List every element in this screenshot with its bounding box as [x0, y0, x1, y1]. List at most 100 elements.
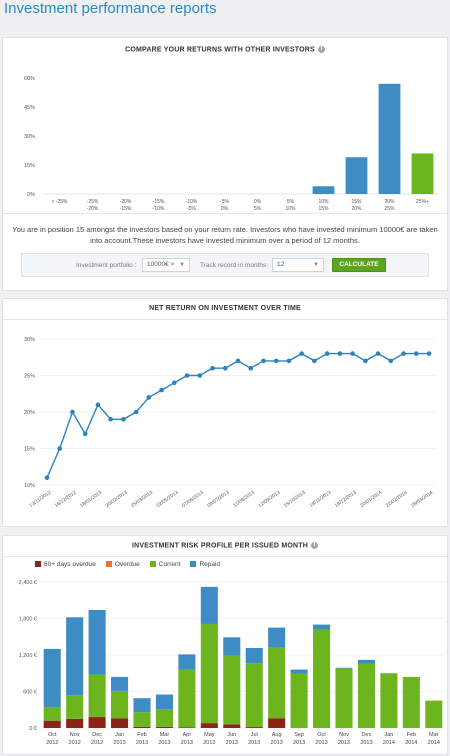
x-tick-label: 2014 — [383, 740, 395, 746]
data-point — [363, 358, 368, 364]
risk-profile-legend: 60+ days overdue Overdue Current Repaid — [35, 561, 230, 568]
x-tick-label: 11/08/2013 — [232, 490, 256, 509]
risk-profile-title: INVESTMENT RISK PROFILE PER ISSUED MONTH… — [3, 542, 447, 549]
net-return-title-text: NET RETURN ON INVESTMENT OVER TIME — [149, 305, 301, 312]
stacked-bar-segment — [88, 717, 106, 728]
x-tick-label: 2013 — [271, 740, 283, 746]
x-tick-label: 16/12/2012 — [54, 490, 78, 509]
stacked-bar-segment — [245, 663, 263, 728]
x-tick-label: 10% — [318, 199, 329, 205]
portfolio-select[interactable]: 10000€ > ▼ — [142, 258, 190, 272]
data-point — [133, 409, 139, 415]
data-point — [324, 351, 330, 356]
stacked-bar-segment — [66, 617, 84, 696]
x-tick-label: 10% — [285, 206, 296, 212]
x-tick-label: Feb — [407, 732, 416, 738]
legend-item[interactable]: Overdue — [105, 561, 140, 568]
data-point — [248, 365, 254, 371]
x-tick-label: 5% — [254, 206, 262, 212]
data-point — [70, 409, 75, 415]
stacked-bar-segment — [43, 720, 61, 728]
y-tick-label: 10% — [24, 483, 35, 489]
stacked-bar-segment — [245, 648, 263, 664]
stacked-bar-segment — [178, 669, 196, 728]
x-tick-label: Jan — [384, 732, 393, 738]
x-tick-label: 0% — [221, 206, 229, 212]
x-tick-label: 13/11/2012 — [29, 490, 53, 509]
x-tick-label: 15% — [351, 199, 362, 205]
x-tick-label: 2013 — [293, 740, 305, 746]
net-return-chart: 10% 15% 20% 25% 30% 13/11/2012 16/12/2012 18/01… — [24, 337, 435, 509]
x-tick-label: 20/01/2014 — [359, 490, 383, 509]
stacked-bar-segment — [223, 655, 241, 725]
y-tick-label: 0% — [27, 192, 35, 198]
page-title: Investment performance reports — [4, 0, 217, 17]
stacked-bar-segment — [178, 727, 196, 728]
bar — [345, 157, 368, 194]
stacked-bar-segment — [313, 629, 331, 728]
data-point — [388, 358, 394, 364]
legend-item[interactable]: 60+ days overdue — [35, 561, 96, 568]
stacked-bar-segment — [43, 707, 61, 721]
stacked-bar-segment — [425, 700, 443, 728]
stacked-bar-segment — [178, 654, 196, 670]
x-tick-label: Oct — [317, 732, 326, 738]
x-tick-label: 2014 — [428, 740, 440, 746]
x-tick-label: -5% — [220, 199, 229, 205]
stacked-bar-segment — [402, 676, 420, 728]
stacked-bar-segment — [268, 647, 286, 719]
data-point — [286, 358, 292, 364]
return-line — [46, 352, 429, 478]
stacked-bar-segment — [223, 724, 241, 728]
x-tick-label: -10% — [186, 199, 198, 205]
portfolio-select-value: 10000€ > — [147, 261, 175, 268]
x-tick-label: 5% — [287, 199, 295, 205]
y-tick-label: 30% — [24, 337, 35, 343]
compare-returns-panel: COMPARE YOUR RETURNS WITH OTHER INVESTOR… — [2, 37, 448, 291]
bar — [411, 153, 434, 194]
data-point — [172, 380, 177, 386]
data-point — [337, 351, 343, 356]
x-tick-label: 2013 — [181, 740, 193, 746]
stacked-bar-segment — [133, 726, 151, 728]
x-tick-label: 2013 — [226, 740, 238, 746]
x-tick-label: Dec — [362, 732, 372, 738]
x-tick-label: May — [204, 732, 215, 738]
stacked-bar-segment — [357, 663, 375, 728]
stacked-bar-segment — [66, 718, 84, 728]
x-tick-label: 2013 — [158, 740, 170, 746]
x-tick-label: 2013 — [360, 740, 372, 746]
chevron-down-icon: ▼ — [313, 262, 319, 268]
track-record-select[interactable]: 12 ▼ — [272, 258, 324, 272]
calculate-button[interactable]: CALCULATE — [332, 258, 386, 272]
x-tick-label: Jan — [115, 732, 124, 738]
legend-item[interactable]: Current — [149, 561, 180, 568]
bar — [312, 186, 335, 194]
x-tick-label: 2014 — [405, 740, 417, 746]
portfolio-label: Investment portfolio : — [76, 262, 137, 269]
x-tick-label: -20% — [87, 206, 99, 212]
data-point — [375, 351, 381, 356]
y-tick-label: 1,200 € — [19, 653, 37, 659]
data-point — [312, 358, 317, 364]
stacked-bar-segment — [335, 667, 353, 669]
legend-label: Repaid — [199, 561, 221, 568]
data-point — [273, 358, 279, 364]
x-tick-label: Mar — [160, 732, 170, 738]
data-point — [44, 475, 50, 480]
info-icon[interactable]: i — [311, 542, 318, 549]
legend-item[interactable]: Repaid — [190, 561, 220, 568]
legend-label: 60+ days overdue — [44, 561, 96, 568]
y-tick-label: 600 € — [23, 690, 37, 696]
info-icon[interactable]: i — [317, 46, 325, 53]
legend-swatch — [149, 561, 156, 567]
data-point — [222, 365, 228, 371]
legend-swatch — [35, 561, 41, 567]
stacked-bar-segment — [335, 668, 353, 728]
x-tick-label: 20% — [384, 199, 395, 205]
legend-swatch — [190, 561, 197, 567]
x-tick-label: Mar — [429, 732, 439, 738]
y-tick-label: 0 € — [29, 726, 37, 732]
data-point — [235, 358, 241, 364]
x-tick-label: -20% — [120, 199, 132, 205]
